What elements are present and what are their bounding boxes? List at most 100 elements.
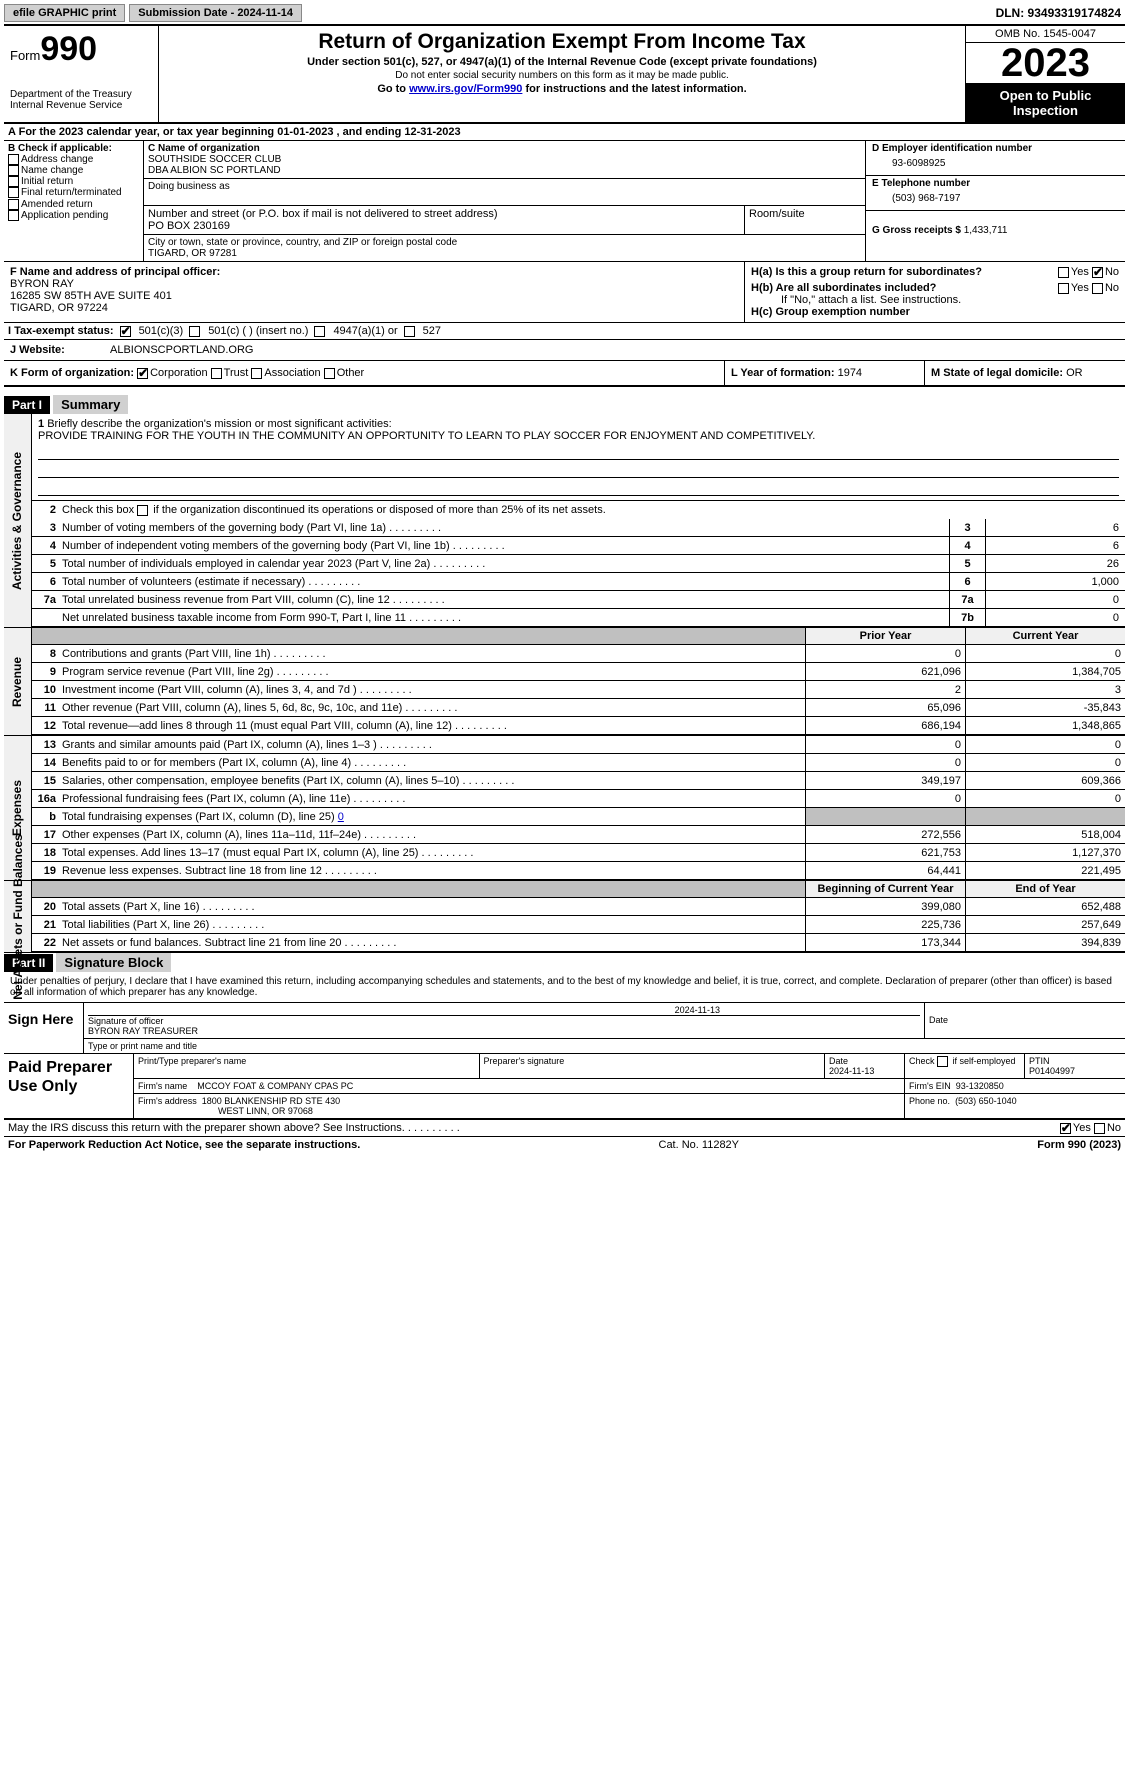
- gross-label: G Gross receipts $: [872, 225, 961, 236]
- col-b-checkboxes: B Check if applicable: Address change Na…: [4, 141, 144, 261]
- form-link-line: Go to www.irs.gov/Form990 for instructio…: [163, 83, 961, 95]
- ptin-label: PTIN: [1029, 1056, 1121, 1066]
- gov-line-desc: Net unrelated business taxable income fr…: [62, 611, 949, 625]
- year-formation: L Year of formation: 1974: [725, 361, 925, 385]
- prior-value: 0: [805, 754, 965, 771]
- hc-row: H(c) Group exemption number: [751, 306, 1119, 318]
- checkbox-assoc[interactable]: [251, 368, 262, 379]
- prior-value: 2: [805, 681, 965, 698]
- prep-check: Check if self-employed: [905, 1054, 1025, 1078]
- phone-label: E Telephone number: [872, 178, 1119, 189]
- sig-type-label: Type or print name and title: [84, 1039, 1125, 1053]
- prior-value: 65,096: [805, 699, 965, 716]
- col-prior-year: Prior Year: [805, 628, 965, 644]
- part1-header: Part I: [4, 396, 50, 414]
- current-value: 609,366: [965, 772, 1125, 789]
- gov-line-value: 6: [985, 537, 1125, 554]
- checkbox-name-change[interactable]: [8, 165, 19, 176]
- irs-link[interactable]: www.irs.gov/Form990: [409, 83, 522, 95]
- col-current-year: Current Year: [965, 628, 1125, 644]
- current-value: 257,649: [965, 916, 1125, 933]
- officer-addr2: TIGARD, OR 97224: [10, 302, 738, 314]
- line1-text: PROVIDE TRAINING FOR THE YOUTH IN THE CO…: [38, 430, 815, 442]
- sig-officer-name: BYRON RAY TREASURER: [88, 1026, 920, 1036]
- sig-date-label: Date: [929, 1015, 1121, 1025]
- city-value: TIGARD, OR 97281: [148, 248, 861, 259]
- ha-row: H(a) Is this a group return for subordin…: [751, 266, 1119, 278]
- current-value: 0: [965, 736, 1125, 753]
- addr-value: PO BOX 230169: [148, 220, 740, 232]
- line-desc: Grants and similar amounts paid (Part IX…: [62, 738, 805, 752]
- checkbox-527[interactable]: [404, 326, 415, 337]
- gov-line-value: 1,000: [985, 573, 1125, 590]
- sign-here-label: Sign Here: [4, 1003, 84, 1053]
- top-bar: efile GRAPHIC print Submission Date - 20…: [4, 4, 1125, 26]
- prior-value: 349,197: [805, 772, 965, 789]
- form-990-label: Form 990 (2023): [1037, 1139, 1121, 1151]
- checkbox-4947[interactable]: [314, 326, 325, 337]
- firm-addr2: WEST LINN, OR 97068: [138, 1106, 313, 1116]
- current-value: 0: [965, 754, 1125, 771]
- ha-yes-checkbox[interactable]: [1058, 267, 1069, 278]
- checkbox-corp[interactable]: [137, 368, 148, 379]
- website-row: J Website: ALBIONSCPORTLAND.ORG: [4, 340, 1125, 361]
- col-c-org-info: C Name of organization SOUTHSIDE SOCCER …: [144, 141, 865, 261]
- ptin-value: P01404997: [1029, 1066, 1121, 1076]
- checkbox-discontinued[interactable]: [137, 505, 148, 516]
- checkbox-trust[interactable]: [211, 368, 222, 379]
- prep-name-label: Print/Type preparer's name: [134, 1054, 480, 1078]
- tax-year: 2023: [966, 43, 1125, 84]
- line-desc: Benefits paid to or for members (Part IX…: [62, 756, 805, 770]
- checkbox-amended[interactable]: [8, 199, 19, 210]
- checkbox-final-return[interactable]: [8, 187, 19, 198]
- discuss-no-checkbox[interactable]: [1094, 1123, 1105, 1134]
- line-desc: Program service revenue (Part VIII, line…: [62, 665, 805, 679]
- current-value: 1,348,865: [965, 717, 1125, 734]
- ha-no-checkbox[interactable]: [1092, 267, 1103, 278]
- ein-value: 93-6098925: [872, 154, 1119, 173]
- discuss-yes-checkbox[interactable]: [1060, 1123, 1071, 1134]
- prior-value: 621,753: [805, 844, 965, 861]
- col-beginning: Beginning of Current Year: [805, 881, 965, 897]
- org-name-2: DBA ALBION SC PORTLAND: [148, 165, 861, 176]
- irs-label: Internal Revenue Service: [10, 100, 152, 111]
- form-subtitle-2: Do not enter social security numbers on …: [163, 70, 961, 81]
- line-desc: Total assets (Part X, line 16): [62, 900, 805, 914]
- hb-no-checkbox[interactable]: [1092, 283, 1103, 294]
- current-value: 3: [965, 681, 1125, 698]
- checkbox-initial-return[interactable]: [8, 176, 19, 187]
- gov-line-desc: Number of independent voting members of …: [62, 539, 949, 553]
- checkbox-application-pending[interactable]: [8, 210, 19, 221]
- form-subtitle-1: Under section 501(c), 527, or 4947(a)(1)…: [163, 56, 961, 68]
- current-value: 1,127,370: [965, 844, 1125, 861]
- form-title: Return of Organization Exempt From Incom…: [163, 30, 961, 54]
- efile-button[interactable]: efile GRAPHIC print: [4, 4, 125, 22]
- prep-date-value: 2024-11-13: [829, 1066, 900, 1076]
- checkbox-501c3[interactable]: [120, 326, 131, 337]
- checkbox-other[interactable]: [324, 368, 335, 379]
- line-desc: Salaries, other compensation, employee b…: [62, 774, 805, 788]
- gov-line-desc: Total unrelated business revenue from Pa…: [62, 593, 949, 607]
- checkbox-self-employed[interactable]: [937, 1056, 948, 1067]
- addr-label: Number and street (or P.O. box if mail i…: [148, 208, 740, 220]
- current-value: 221,495: [965, 862, 1125, 879]
- state-domicile: M State of legal domicile: OR: [925, 361, 1125, 385]
- line16b-link[interactable]: 0: [338, 811, 344, 823]
- firm-addr1: 1800 BLANKENSHIP RD STE 430: [202, 1096, 340, 1106]
- col-d-ein: D Employer identification number 93-6098…: [865, 141, 1125, 261]
- form-number: Form990: [10, 30, 152, 69]
- hb-yes-checkbox[interactable]: [1058, 283, 1069, 294]
- line-desc: Other revenue (Part VIII, column (A), li…: [62, 701, 805, 715]
- line-desc: Revenue less expenses. Subtract line 18 …: [62, 864, 805, 878]
- firm-ein-value: 93-1320850: [956, 1081, 1004, 1091]
- checkbox-address-change[interactable]: [8, 154, 19, 165]
- part1-title: Summary: [53, 395, 128, 414]
- line-desc: Other expenses (Part IX, column (A), lin…: [62, 828, 805, 842]
- firm-addr-label: Firm's address: [138, 1096, 197, 1106]
- side-label-gov: Activities & Governance: [4, 414, 32, 627]
- checkbox-501c[interactable]: [189, 326, 200, 337]
- paperwork-notice: For Paperwork Reduction Act Notice, see …: [8, 1139, 360, 1151]
- prior-value: 64,441: [805, 862, 965, 879]
- line16b-desc: Total fundraising expenses (Part IX, col…: [62, 810, 805, 824]
- org-name-1: SOUTHSIDE SOCCER CLUB: [148, 154, 861, 165]
